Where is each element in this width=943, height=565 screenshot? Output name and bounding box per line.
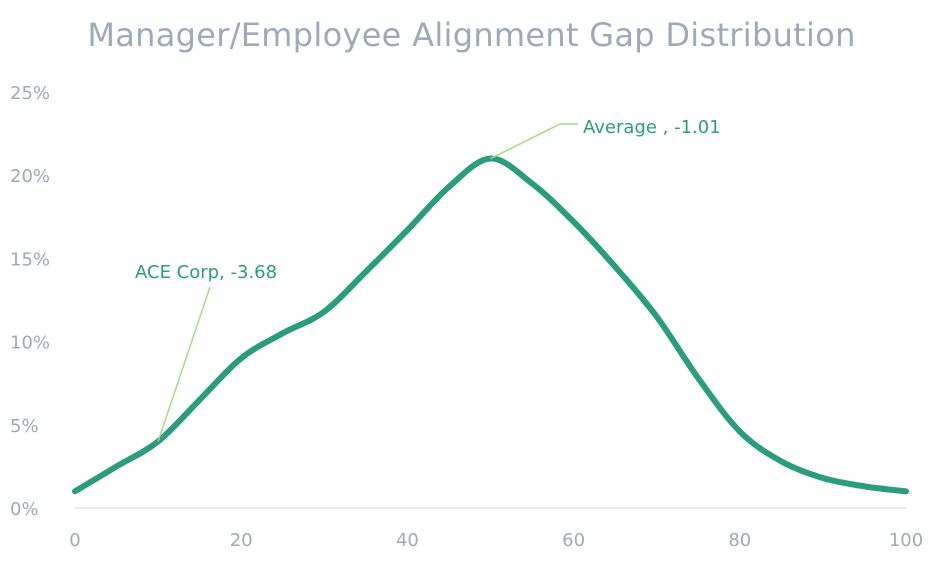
annotation-label: Average , -1.01 <box>583 117 721 138</box>
x-tick-label: 80 <box>728 530 751 551</box>
y-tick-label: 15% <box>10 249 50 270</box>
y-tick-label: 20% <box>10 166 50 187</box>
x-tick-label: 0 <box>69 530 80 551</box>
x-tick-label: 40 <box>396 530 419 551</box>
y-tick-label: 10% <box>10 333 50 354</box>
x-tick-label: 100 <box>889 530 923 551</box>
annotation-label: ACE Corp, -3.68 <box>135 262 277 283</box>
series-line <box>72 155 909 495</box>
annotation-leader <box>157 286 211 442</box>
x-tick-label: 20 <box>230 530 253 551</box>
y-tick-label: 25% <box>10 83 50 104</box>
y-tick-label: 0% <box>10 499 39 520</box>
annotation-leader <box>490 123 578 160</box>
y-tick-label: 5% <box>10 416 39 437</box>
x-tick-label: 60 <box>562 530 585 551</box>
chart-title: Manager/Employee Alignment Gap Distribut… <box>87 16 856 54</box>
